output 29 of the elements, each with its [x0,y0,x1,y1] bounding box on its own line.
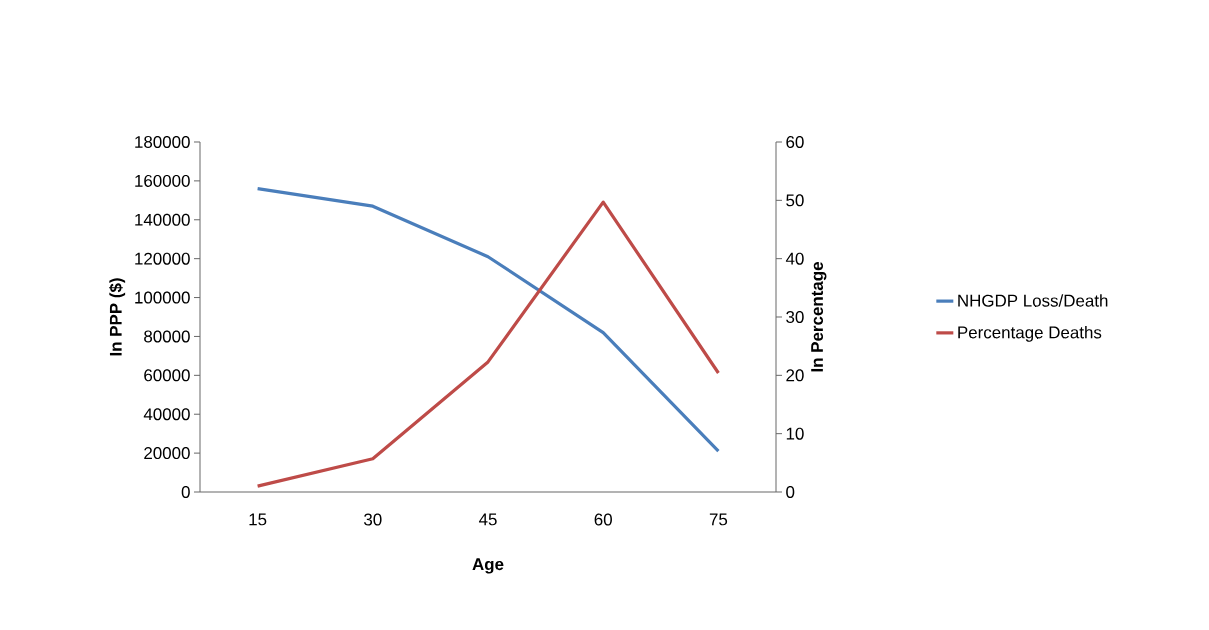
y2-tick-label: 30 [786,311,804,323]
y2-tick-label: 60 [786,136,804,148]
x-tick-label: 15 [249,513,267,526]
y-tick-label: 140000 [135,213,190,226]
y-tick-label: 0 [181,486,190,498]
legend-label: NHGDP Loss/Death [958,294,1108,307]
y-tick-label: 80000 [144,330,190,343]
y2-tick-label: 20 [786,369,804,382]
x-axis-title: Age [472,558,504,574]
x-tick-label: 75 [709,513,728,526]
y-tick-label: 100000 [135,291,190,304]
y-tick-label: 160000 [135,174,190,187]
y2-axis-title: In Percentage [811,262,827,372]
y2-tick-label: 0 [786,486,795,498]
y2-tick-label: 40 [785,252,804,265]
line-series [256,187,720,453]
y-tick-label: 20000 [144,447,190,460]
x-tick-label: 45 [478,513,497,526]
y2-tick-label: 50 [786,194,804,207]
y-tick-label: 60000 [144,369,190,382]
x-tick-label: 60 [594,513,612,526]
line-series [256,200,721,488]
y-tick-label: 180000 [135,136,190,148]
y-tick-label: 120000 [135,252,190,265]
y-axis-title: In PPP ($) [109,278,126,356]
legend-label: Percentage Deaths [958,326,1102,342]
y2-tick-label: 10 [786,427,804,440]
y-tick-label: 40000 [143,408,190,421]
x-tick-label: 30 [364,513,382,526]
